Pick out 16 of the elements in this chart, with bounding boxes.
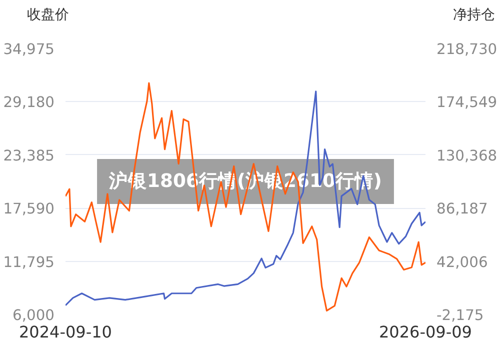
y-tick-label: 34,975: [3, 41, 55, 58]
y2-tick-label: 42,006: [436, 254, 488, 271]
y-tick-label: 17,590: [3, 200, 55, 218]
y-tick-label: 29,180: [3, 94, 55, 112]
x-tick-label: 2026-09-09: [379, 322, 472, 340]
y2-tick-label: -2,175: [436, 307, 484, 324]
y-tick-label: 11,795: [3, 254, 55, 271]
y2-tick-label: 130,368: [436, 147, 498, 164]
y-tick-label: 6,000: [12, 307, 55, 324]
y2-axis-title: 净持仓: [453, 6, 495, 25]
y2-tick-label: 86,187: [436, 200, 488, 218]
y2-tick-label: 218,730: [436, 41, 498, 58]
y-axis-title: 收盘价: [27, 6, 69, 25]
y-tick-label: 23,385: [3, 147, 55, 164]
x-tick-label: 2024-09-10: [19, 322, 112, 340]
y2-tick-label: 174,549: [436, 94, 498, 112]
